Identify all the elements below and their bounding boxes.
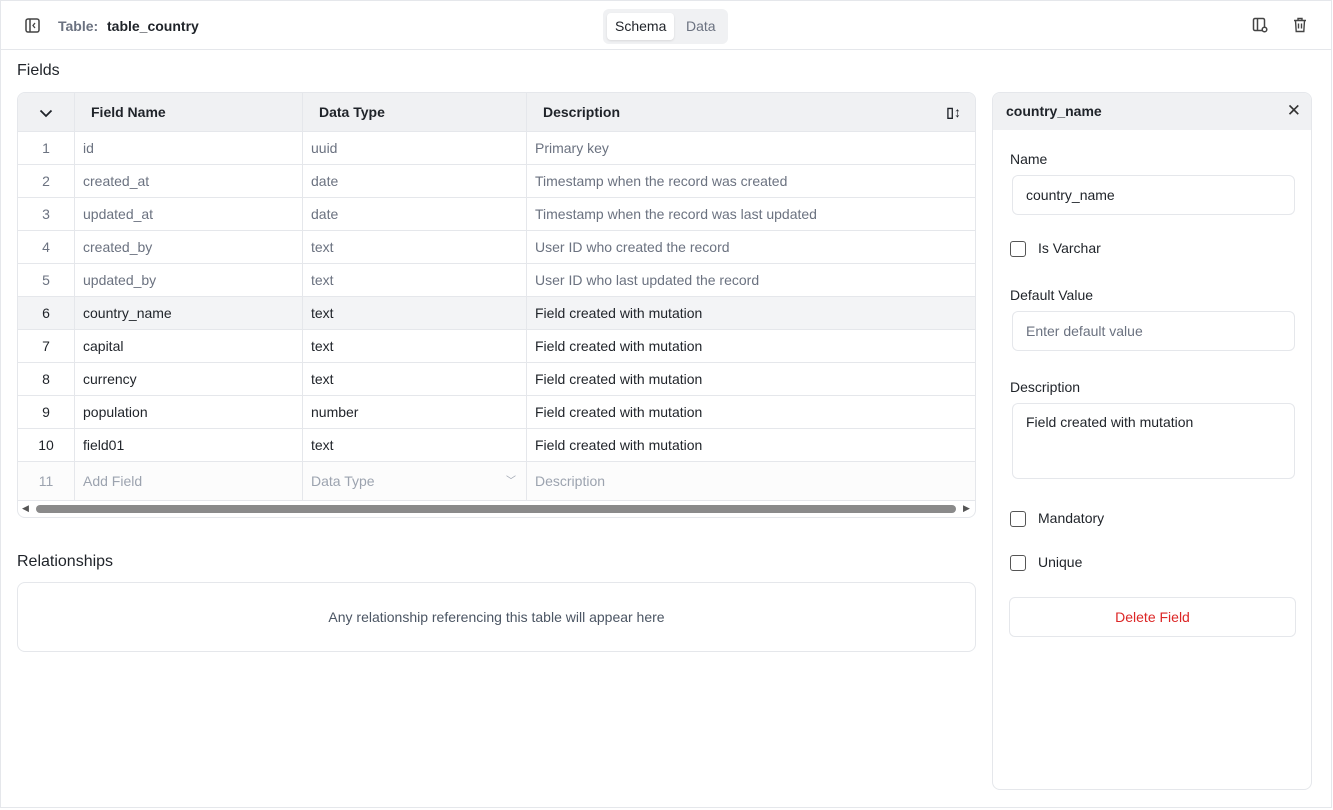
table-row[interactable]: 8 currency text Field created with mutation: [18, 363, 975, 396]
scroll-right-icon[interactable]: ▶: [963, 503, 970, 513]
table-row[interactable]: 6 country_name text Field created with muta…: [18, 297, 975, 330]
tab-schema[interactable]: Schema: [607, 13, 675, 40]
description-cell[interactable]: Field created with mutation: [535, 404, 703, 420]
panel-title: country_name: [993, 93, 1311, 130]
view-toggle: Schema Data: [603, 9, 728, 44]
trash-icon[interactable]: [1292, 17, 1308, 33]
field-name-cell[interactable]: country_name: [75, 297, 303, 329]
description-cell[interactable]: Primary key: [535, 140, 609, 156]
table-row[interactable]: 9 population number Field created with muta…: [18, 396, 975, 429]
field-name-cell[interactable]: field01: [75, 429, 303, 461]
name-input[interactable]: country_name: [1012, 175, 1295, 215]
table-row[interactable]: 1 id uuid Primary key: [18, 132, 975, 165]
mandatory-label: Mandatory: [1038, 510, 1105, 526]
field-name-cell[interactable]: created_by: [75, 231, 303, 263]
add-field-row: 11 Add Field Data Type ﹀ Description: [18, 462, 975, 501]
table-row[interactable]: 10 field01 text Field created with mutation: [18, 429, 975, 462]
data-type-cell[interactable]: text: [303, 297, 527, 329]
data-type-cell[interactable]: date: [303, 198, 527, 230]
collapse-all-button[interactable]: [18, 93, 75, 131]
is-varchar-checkbox[interactable]: [1010, 241, 1026, 257]
description-cell[interactable]: Timestamp when the record was last updat…: [535, 206, 817, 222]
row-number: 3: [18, 198, 75, 230]
description-cell[interactable]: Field created with mutation: [535, 305, 703, 321]
name-label: Name: [1010, 151, 1048, 167]
unique-checkbox[interactable]: [1010, 555, 1026, 571]
delete-field-button[interactable]: Delete Field: [1009, 597, 1296, 637]
row-number: 2: [18, 165, 75, 197]
description-cell[interactable]: Field created with mutation: [535, 371, 703, 387]
description-cell[interactable]: User ID who last updated the record: [535, 272, 760, 288]
row-number: 5: [18, 264, 75, 296]
table-row[interactable]: 3 updated_at date Timestamp when the record…: [18, 198, 975, 231]
description-cell[interactable]: User ID who created the record: [535, 239, 730, 255]
field-name-cell[interactable]: updated_by: [75, 264, 303, 296]
relationships-empty-state: Any relationship referencing this table …: [17, 582, 976, 652]
field-name-cell[interactable]: id: [75, 132, 303, 164]
default-value-label: Default Value: [1010, 287, 1094, 303]
table-row[interactable]: 5 updated_by text User ID who last updated …: [18, 264, 975, 297]
field-name-cell[interactable]: updated_at: [75, 198, 303, 230]
top-bar: Table: table_country Schema Data: [1, 1, 1332, 50]
column-header-field-name[interactable]: Field Name: [75, 93, 303, 131]
table-header: Field Name Data Type Description ▯↕: [18, 93, 975, 132]
resize-rows-icon[interactable]: ▯↕: [946, 104, 961, 120]
table-name: table_country: [107, 18, 199, 34]
chevron-down-icon: ﹀: [506, 476, 516, 487]
close-icon[interactable]: ✕: [1286, 101, 1301, 120]
scroll-left-icon[interactable]: ◀: [22, 503, 29, 513]
row-number: 7: [18, 330, 75, 362]
description-label: Description: [1010, 379, 1081, 395]
row-number: 6: [18, 297, 75, 329]
data-type-cell[interactable]: uuid: [303, 132, 527, 164]
row-number: 8: [18, 363, 75, 395]
fields-title: Fields: [17, 62, 60, 79]
field-name-cell[interactable]: capital: [75, 330, 303, 362]
table-row[interactable]: 4 created_by text User ID who created the r…: [18, 231, 975, 264]
relationships-title: Relationships: [17, 553, 114, 570]
data-type-select[interactable]: Data Type ﹀: [303, 462, 527, 500]
data-type-cell[interactable]: date: [303, 165, 527, 197]
table-row[interactable]: 7 capital text Field created with mutation: [18, 330, 975, 363]
fields-table: Field Name Data Type Description ▯↕ 1 id uu…: [17, 92, 976, 518]
table-row[interactable]: 2 created_at date Timestamp when the record…: [18, 165, 975, 198]
unique-label: Unique: [1038, 554, 1083, 570]
table-label: Table:: [58, 18, 99, 34]
add-field-input[interactable]: Add Field: [75, 462, 303, 500]
data-type-placeholder: Data Type: [311, 473, 375, 489]
description-cell[interactable]: Field created with mutation: [535, 437, 703, 453]
data-type-cell[interactable]: text: [303, 429, 527, 461]
data-type-cell[interactable]: text: [303, 330, 527, 362]
is-varchar-label: Is Varchar: [1038, 240, 1101, 256]
description-cell[interactable]: Field created with mutation: [535, 338, 703, 354]
description-textarea[interactable]: Field created with mutation: [1012, 403, 1295, 479]
data-type-cell[interactable]: text: [303, 264, 527, 296]
field-name-cell[interactable]: population: [75, 396, 303, 428]
field-detail-panel: country_name ✕ Name country_name Is Varc…: [992, 92, 1312, 790]
row-number: 9: [18, 396, 75, 428]
row-number: 1: [18, 132, 75, 164]
data-type-cell[interactable]: text: [303, 363, 527, 395]
description-input[interactable]: Description: [535, 473, 606, 489]
data-type-cell[interactable]: number: [303, 396, 527, 428]
mandatory-checkbox[interactable]: [1010, 511, 1026, 527]
row-number: 10: [18, 429, 75, 461]
tab-data[interactable]: Data: [686, 18, 716, 34]
data-type-cell[interactable]: text: [303, 231, 527, 263]
row-number: 11: [18, 462, 75, 500]
columns-settings-icon[interactable]: [1252, 17, 1268, 33]
column-header-data-type[interactable]: Data Type: [303, 93, 527, 131]
field-name-cell[interactable]: created_at: [75, 165, 303, 197]
description-header-label: Description: [543, 104, 621, 120]
row-number: 4: [18, 231, 75, 263]
column-header-description[interactable]: Description ▯↕: [527, 93, 975, 131]
description-cell[interactable]: Timestamp when the record was created: [535, 173, 788, 189]
default-value-input[interactable]: Enter default value: [1012, 311, 1295, 351]
horizontal-scrollbar[interactable]: [36, 505, 956, 513]
toggle-sidebar-icon[interactable]: [24, 17, 40, 33]
field-name-cell[interactable]: currency: [75, 363, 303, 395]
